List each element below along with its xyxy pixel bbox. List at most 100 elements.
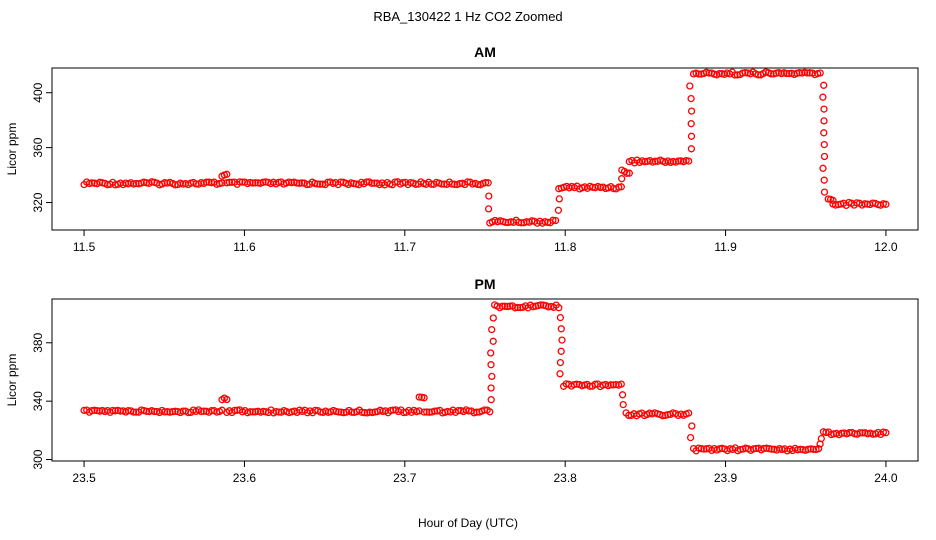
transition-point <box>686 82 694 90</box>
data-point <box>674 157 683 165</box>
data-point <box>129 408 138 416</box>
data-point <box>882 429 890 437</box>
x-tick-label: 11.9 <box>714 240 737 254</box>
transition-point <box>487 384 495 392</box>
data-point <box>225 178 234 186</box>
data-point <box>109 406 117 415</box>
data-point <box>760 444 768 453</box>
data-point <box>617 380 625 388</box>
data-point <box>90 406 99 414</box>
data-point <box>484 179 492 187</box>
data-point <box>437 180 446 188</box>
transition-point <box>485 192 493 200</box>
data-point <box>607 381 615 389</box>
data-point <box>420 394 428 402</box>
panel-pm-plot-box <box>51 298 919 462</box>
data-point <box>334 408 343 416</box>
data-point <box>861 200 869 208</box>
data-point <box>272 407 280 416</box>
data-point <box>360 409 369 417</box>
transition-point <box>556 370 564 378</box>
data-point <box>785 69 793 78</box>
transition-point <box>820 105 828 113</box>
data-point <box>347 408 356 416</box>
transition-point <box>557 347 565 355</box>
data-point <box>423 408 431 416</box>
data-point <box>236 178 244 186</box>
data-point <box>324 178 332 186</box>
data-point <box>537 301 545 309</box>
data-point <box>700 445 708 453</box>
data-point <box>142 407 151 415</box>
x-tick-label: 11.8 <box>554 240 577 254</box>
data-point <box>456 179 464 188</box>
x-tick-label: 11.7 <box>394 240 417 254</box>
data-point <box>481 178 490 187</box>
data-point <box>782 69 791 78</box>
data-point <box>555 304 563 312</box>
data-point <box>609 381 618 389</box>
data-point <box>249 408 257 416</box>
data-point <box>501 218 510 227</box>
transition-point <box>558 336 566 344</box>
data-point <box>358 408 366 416</box>
transition-point <box>687 120 695 128</box>
transition-point <box>687 145 696 153</box>
y-tick-label: 300 <box>31 449 45 469</box>
data-point <box>420 408 428 416</box>
transition-point <box>820 188 829 196</box>
data-point <box>503 302 512 311</box>
transition-point <box>484 205 493 213</box>
data-point <box>168 408 177 416</box>
transition-point <box>554 206 563 214</box>
data-point <box>803 69 811 77</box>
y-tick-label: 320 <box>31 192 45 212</box>
y-tick-label: 400 <box>31 82 45 102</box>
data-point <box>316 408 325 416</box>
transition-point <box>618 175 626 183</box>
data-point <box>88 407 96 415</box>
transition-point <box>488 372 496 381</box>
x-tick-label: 23.9 <box>714 471 738 485</box>
transition-point <box>557 325 565 333</box>
x-tick-label: 12.0 <box>874 240 898 254</box>
data-point <box>837 429 846 437</box>
panel-pm-ticks: 23.5 23.6 23.7 23.8 23.9 24.0 300 340 380 <box>31 332 898 485</box>
data-point <box>511 304 519 312</box>
transition-point <box>817 434 825 443</box>
data-point <box>448 180 456 188</box>
transition-point <box>820 81 828 89</box>
data-point <box>731 71 739 79</box>
data-point <box>366 408 374 416</box>
x-tick-label: 11.6 <box>233 240 256 254</box>
data-point <box>450 180 459 188</box>
transition-point <box>819 93 827 101</box>
transition-point <box>820 129 828 137</box>
transition-point <box>820 152 829 161</box>
data-point <box>415 393 423 401</box>
transition-point <box>489 314 497 322</box>
data-point <box>641 158 649 166</box>
data-point <box>715 69 723 78</box>
data-point <box>415 407 423 415</box>
data-point <box>658 412 667 420</box>
panel-am-title: AM <box>474 44 496 60</box>
data-point <box>809 445 818 453</box>
transition-point <box>489 337 497 345</box>
data-point <box>454 406 462 415</box>
data-point <box>814 445 823 453</box>
transition-point <box>487 349 495 357</box>
data-point <box>197 407 205 416</box>
data-point <box>514 303 522 312</box>
x-axis-label: Hour of Day (UTC) <box>418 516 518 530</box>
data-point <box>617 183 625 191</box>
transition-point <box>687 94 695 103</box>
data-point <box>202 178 211 186</box>
y-tick-label: 360 <box>31 137 45 157</box>
data-point <box>816 69 824 77</box>
data-point <box>486 408 494 416</box>
data-point <box>218 179 226 187</box>
transition-point <box>686 433 695 442</box>
